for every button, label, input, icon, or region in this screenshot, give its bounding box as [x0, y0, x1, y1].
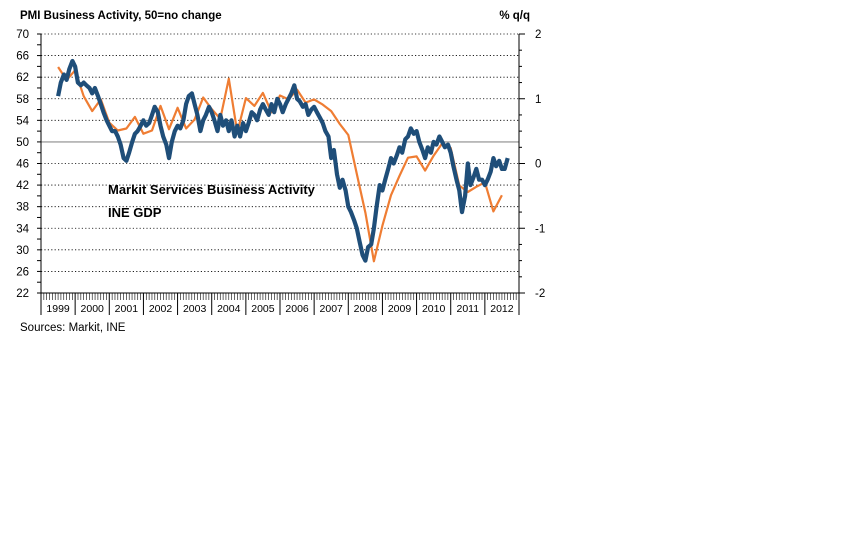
- year-label: 2005: [251, 303, 275, 315]
- right-tick-label: -1: [535, 223, 545, 235]
- year-label: 2012: [490, 303, 514, 315]
- right-tick-label: -2: [535, 288, 545, 300]
- left-tick-label: 66: [16, 51, 29, 63]
- left-tick-label: 46: [16, 159, 29, 171]
- chart-title: PMI Business Activity, 50=no change: [20, 10, 222, 22]
- legend-ine-gdp: INE GDP: [108, 205, 162, 220]
- right-axis-ticks: 2 1 0 -1 -2: [535, 29, 545, 300]
- year-label: 2006: [285, 303, 309, 315]
- year-label: 2008: [354, 303, 378, 315]
- year-label: 2003: [183, 303, 207, 315]
- series-line-markit-services: [56, 58, 510, 263]
- series-line-ine-gdp: [57, 66, 503, 263]
- gridlines: [41, 33, 519, 272]
- left-tick-label: 22: [16, 288, 29, 300]
- left-tick-label: 34: [16, 223, 29, 235]
- year-label: 2007: [320, 303, 344, 315]
- year-label: 2002: [149, 303, 173, 315]
- right-axis-title: % q/q: [499, 10, 530, 22]
- year-label: 1999: [46, 303, 70, 315]
- x-axis: 1999 2000 2001 2002 2003 2004 2005 2006 2007 2008…: [40, 293, 520, 315]
- left-tick-label: 38: [16, 202, 29, 214]
- right-tick-label: 1: [535, 94, 541, 106]
- left-tick-label: 42: [16, 180, 29, 192]
- left-tick-label: 58: [16, 94, 29, 106]
- left-tick-label: 50: [16, 137, 29, 149]
- left-tick-label: 70: [16, 29, 29, 41]
- right-tick-label: 2: [535, 29, 541, 41]
- left-axis-ticks: 70 66 62 58 54 50 46 42 38 34 30 26 22: [16, 29, 29, 300]
- year-label: 2000: [81, 303, 105, 315]
- right-tick-label: 0: [535, 159, 541, 171]
- year-label: 2001: [115, 303, 139, 315]
- year-label: 2004: [217, 303, 241, 315]
- left-tick-label: 54: [16, 115, 29, 127]
- year-label: 2010: [422, 303, 446, 315]
- left-tick-label: 26: [16, 266, 29, 278]
- year-label: 2009: [388, 303, 412, 315]
- left-tick-label: 30: [16, 245, 29, 257]
- year-label: 2011: [456, 303, 479, 315]
- source-note: Sources: Markit, INE: [20, 322, 126, 334]
- legend-markit-services: Markit Services Business Activity: [108, 182, 316, 197]
- left-tick-label: 62: [16, 72, 29, 84]
